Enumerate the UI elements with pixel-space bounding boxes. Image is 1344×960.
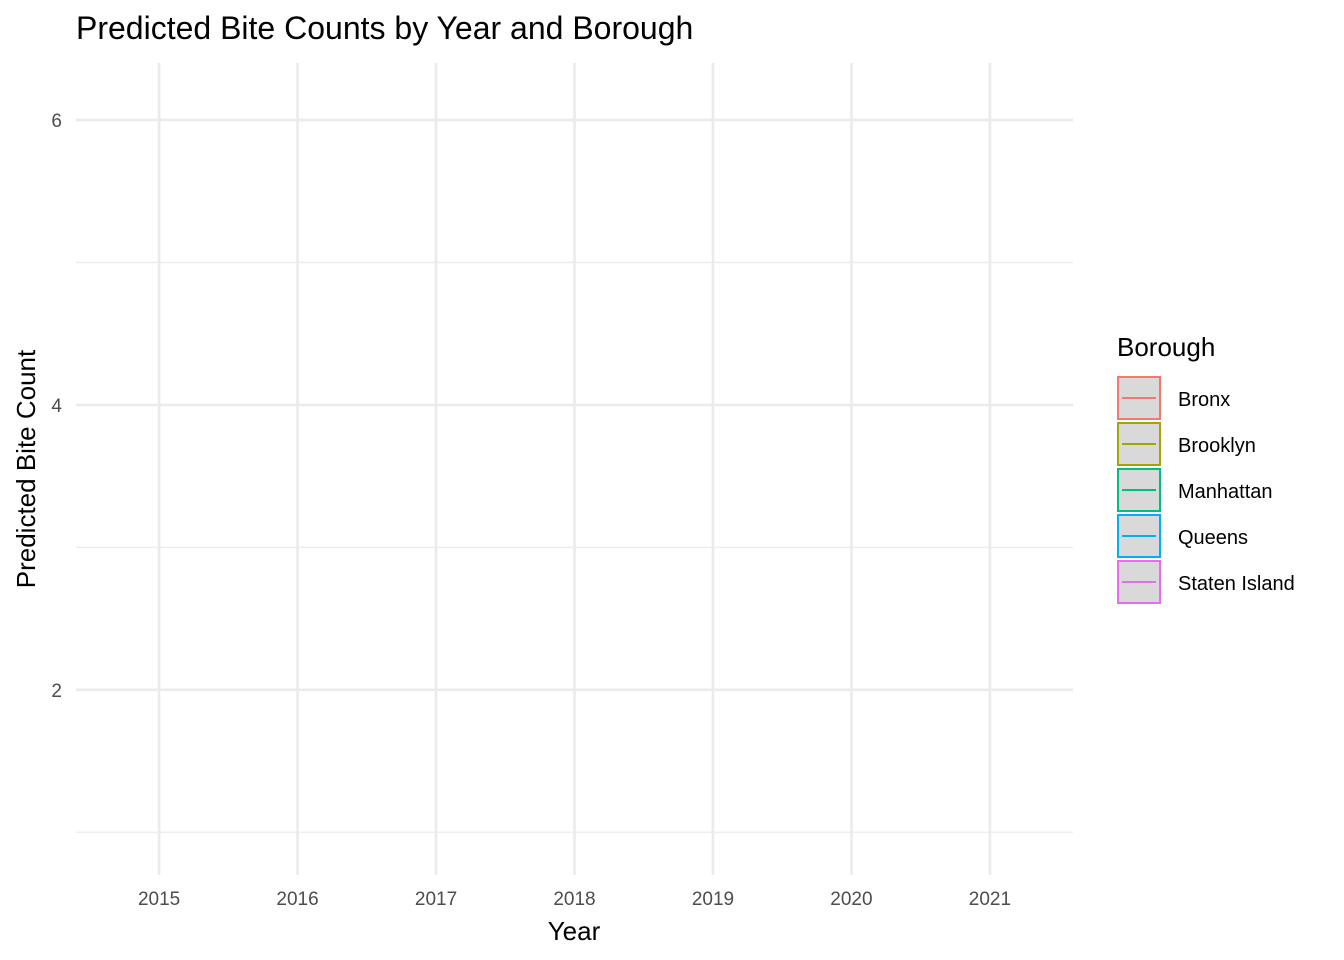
legend-label: Queens [1178,527,1248,549]
legend-entry: Staten Island [1117,560,1295,604]
legend-entry: Brooklyn [1117,422,1256,466]
x-tick-label: 2019 [692,889,734,910]
plot-grid [76,63,1073,875]
legend-title: Borough [1117,332,1215,362]
x-tick-label: 2016 [276,889,318,910]
legend-label: Bronx [1178,389,1230,411]
y-tick-label: 4 [51,396,62,417]
x-tick-label: 2018 [553,889,595,910]
x-tick-label: 2017 [415,889,457,910]
legend-label: Brooklyn [1178,435,1256,457]
x-tick-label: 2021 [969,889,1011,910]
x-axis-ticks: 2015 2016 2017 2018 2019 2020 2021 [138,889,1011,910]
legend-label: Manhattan [1178,481,1273,503]
legend-label: Staten Island [1178,573,1295,595]
y-tick-label: 6 [51,111,62,132]
x-axis-title: Year [548,916,601,946]
y-axis-title: Predicted Bite Count [11,349,41,588]
x-tick-label: 2020 [830,889,872,910]
legend-entry: Bronx [1117,376,1230,420]
legend-entry: Manhattan [1117,468,1273,512]
x-tick-label: 2015 [138,889,180,910]
legend-entry: Queens [1117,514,1248,558]
y-tick-label: 2 [51,681,62,702]
chart-title: Predicted Bite Counts by Year and Boroug… [76,10,693,46]
y-axis-ticks: 2 4 6 [51,111,62,702]
legend: Borough Bronx Brooklyn Manhattan Queens Stat… [1117,332,1295,604]
